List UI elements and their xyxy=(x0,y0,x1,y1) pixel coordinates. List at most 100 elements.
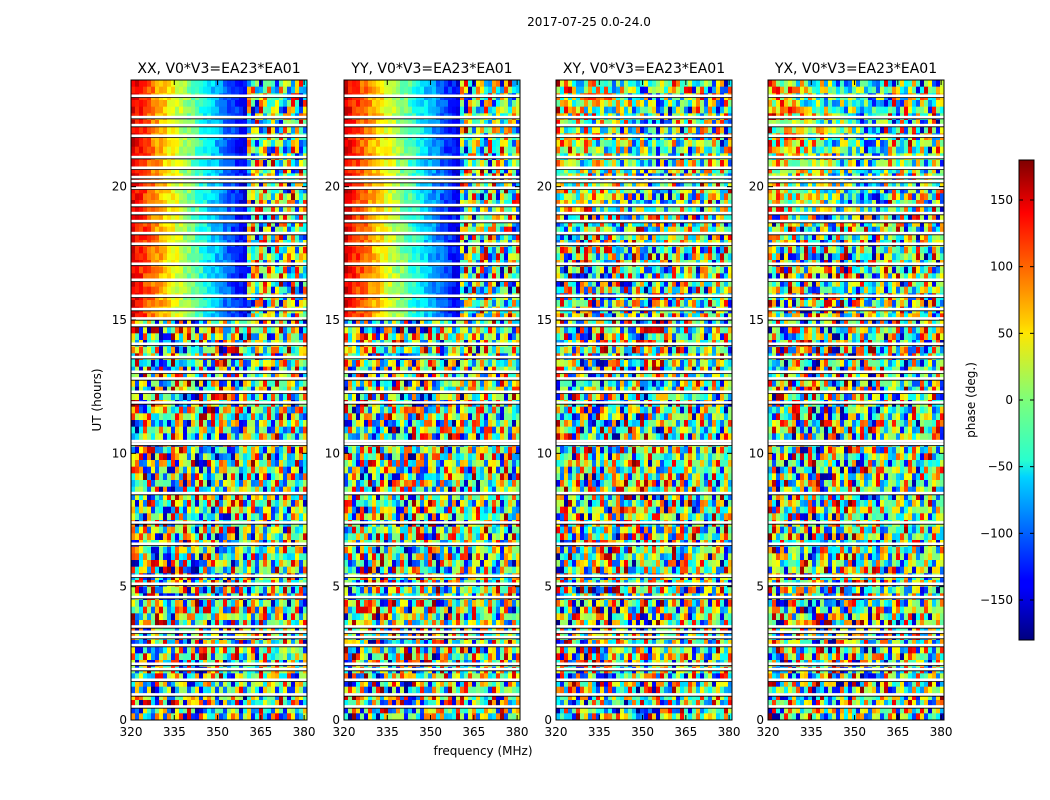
phase-cell xyxy=(143,193,148,201)
phase-cell xyxy=(299,346,304,354)
phase-cell xyxy=(303,560,308,568)
phase-cell xyxy=(303,226,308,234)
phase-cell xyxy=(360,120,365,128)
phase-cell xyxy=(271,100,276,108)
phase-cell xyxy=(295,346,300,354)
phase-cell xyxy=(219,460,224,468)
phase-cell xyxy=(219,80,224,88)
phase-cell xyxy=(215,246,220,254)
phase-cell xyxy=(279,166,284,174)
phase-cell xyxy=(231,606,236,614)
phase-cell xyxy=(143,586,148,594)
phase-cell xyxy=(163,606,168,614)
phase-cell xyxy=(227,653,232,661)
phase-cell xyxy=(219,373,224,381)
phase-cell xyxy=(299,433,304,441)
phase-cell xyxy=(271,586,276,594)
phase-cell xyxy=(259,420,264,428)
phase-cell xyxy=(239,560,244,568)
phase-cell xyxy=(179,700,184,708)
phase-cell xyxy=(227,206,232,214)
phase-cell xyxy=(131,500,136,508)
phase-cell xyxy=(235,393,240,401)
phase-cell xyxy=(143,86,148,94)
phase-cell xyxy=(191,373,196,381)
phase-cell xyxy=(283,626,288,634)
phase-cell xyxy=(231,686,236,694)
phase-cell xyxy=(231,246,236,254)
phase-cell xyxy=(259,560,264,568)
phase-cell xyxy=(187,286,192,294)
phase-cell xyxy=(287,346,292,354)
phase-cell xyxy=(155,333,160,341)
phase-cell xyxy=(139,673,144,681)
blank-row xyxy=(131,630,307,634)
phase-cell xyxy=(223,486,228,494)
phase-cell xyxy=(147,160,152,168)
phase-cell xyxy=(211,500,216,508)
phase-cell xyxy=(259,266,264,274)
blank-row xyxy=(131,155,307,159)
phase-cell xyxy=(199,200,204,208)
phase-cell xyxy=(267,586,272,594)
phase-cell xyxy=(215,693,220,701)
phase-cell xyxy=(163,506,168,514)
phase-cell xyxy=(283,380,288,388)
phase-cell xyxy=(187,386,192,394)
phase-cell xyxy=(287,606,292,614)
phase-cell xyxy=(424,120,429,128)
phase-cell xyxy=(299,146,304,154)
phase-cell xyxy=(275,360,280,368)
phase-cell xyxy=(171,546,176,554)
phase-cell xyxy=(271,200,276,208)
phase-cell xyxy=(279,193,284,201)
phase-cell xyxy=(215,613,220,621)
phase-cell xyxy=(267,180,272,188)
phase-cell xyxy=(187,673,192,681)
phase-cell xyxy=(279,426,284,434)
phase-cell xyxy=(368,106,373,114)
phase-cell xyxy=(303,640,308,648)
phase-cell xyxy=(259,460,264,468)
phase-cell xyxy=(155,180,160,188)
phase-cell xyxy=(195,360,200,368)
phase-cell xyxy=(243,266,248,274)
phase-cell xyxy=(255,546,260,554)
phase-cell xyxy=(436,160,441,168)
phase-cell xyxy=(287,213,292,221)
phase-cell xyxy=(215,386,220,394)
phase-cell xyxy=(275,586,280,594)
phase-cell xyxy=(151,386,156,394)
phase-cell xyxy=(496,106,501,114)
phase-cell xyxy=(243,546,248,554)
phase-cell xyxy=(299,386,304,394)
phase-cell xyxy=(163,553,168,561)
phase-cell xyxy=(263,613,268,621)
phase-cell xyxy=(199,586,204,594)
phase-cell xyxy=(263,346,268,354)
phase-cell xyxy=(279,680,284,688)
phase-cell xyxy=(203,566,208,574)
phase-cell xyxy=(223,160,228,168)
phase-cell xyxy=(412,166,417,174)
phase-cell xyxy=(171,626,176,634)
phase-cell xyxy=(175,246,180,254)
phase-cell xyxy=(139,473,144,481)
phase-cell xyxy=(247,686,252,694)
phase-cell xyxy=(131,300,136,308)
phase-cell xyxy=(219,706,224,714)
phase-cell xyxy=(183,406,188,414)
phase-cell xyxy=(287,386,292,394)
phase-cell xyxy=(175,700,180,708)
phase-cell xyxy=(167,693,172,701)
phase-cell xyxy=(255,473,260,481)
phase-cell xyxy=(159,180,164,188)
phase-cell xyxy=(179,680,184,688)
phase-cell xyxy=(191,246,196,254)
phase-cell xyxy=(444,140,449,148)
phase-cell xyxy=(460,106,465,114)
phase-cell xyxy=(167,506,172,514)
phase-cell xyxy=(388,80,393,88)
phase-cell xyxy=(295,500,300,508)
phase-cell xyxy=(179,506,184,514)
